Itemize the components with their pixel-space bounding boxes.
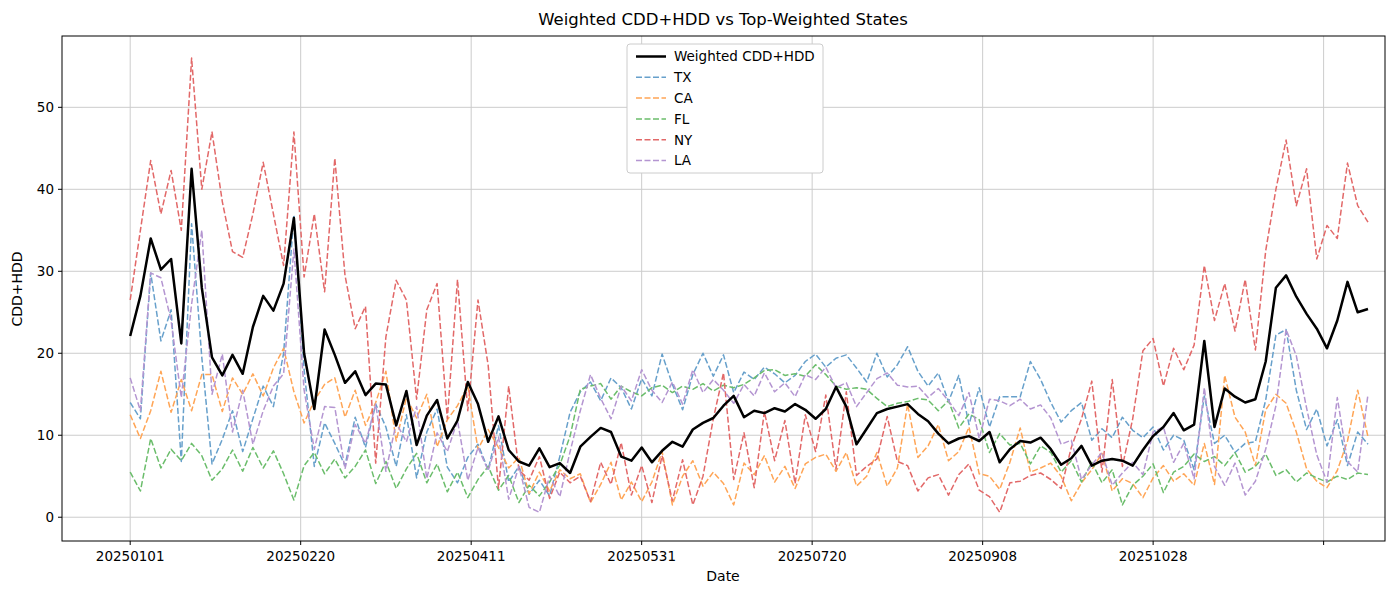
y-tick-label: 30: [37, 263, 54, 279]
x-tick-label: 20250908: [948, 548, 1017, 564]
legend-label-CA: CA: [674, 90, 693, 106]
y-axis-label: CDD+HDD: [9, 251, 25, 326]
y-tick-label: 40: [37, 181, 54, 197]
legend-label-LA: LA: [674, 152, 692, 168]
x-axis-label: Date: [706, 568, 739, 584]
legend-label-Weighted-CDD-HDD: Weighted CDD+HDD: [674, 48, 815, 64]
x-tick-label: 20250411: [437, 548, 506, 564]
x-tick-label: 20250101: [96, 548, 165, 564]
legend-label-TX: TX: [673, 69, 692, 85]
x-tick-label: 20250220: [266, 548, 335, 564]
x-tick-label: 20250531: [607, 548, 676, 564]
legend-label-FL: FL: [674, 111, 690, 127]
x-tick-label: 20251028: [1119, 548, 1188, 564]
y-tick-label: 50: [37, 99, 54, 115]
legend: Weighted CDD+HDD TX CA FL NY LA: [627, 44, 823, 173]
y-tick-label: 10: [37, 427, 54, 443]
legend-label-NY: NY: [674, 132, 693, 148]
x-tick-label: 20250720: [778, 548, 847, 564]
y-tick-label: 0: [45, 509, 54, 525]
chart-figure: 20250101 20250220 20250411 20250531 20250720…: [0, 0, 1400, 600]
y-tick-label: 20: [37, 345, 54, 361]
line-chart: 20250101 20250220 20250411 20250531 20250720…: [0, 0, 1400, 600]
chart-title: Weighted CDD+HDD vs Top-Weighted States: [538, 10, 908, 29]
